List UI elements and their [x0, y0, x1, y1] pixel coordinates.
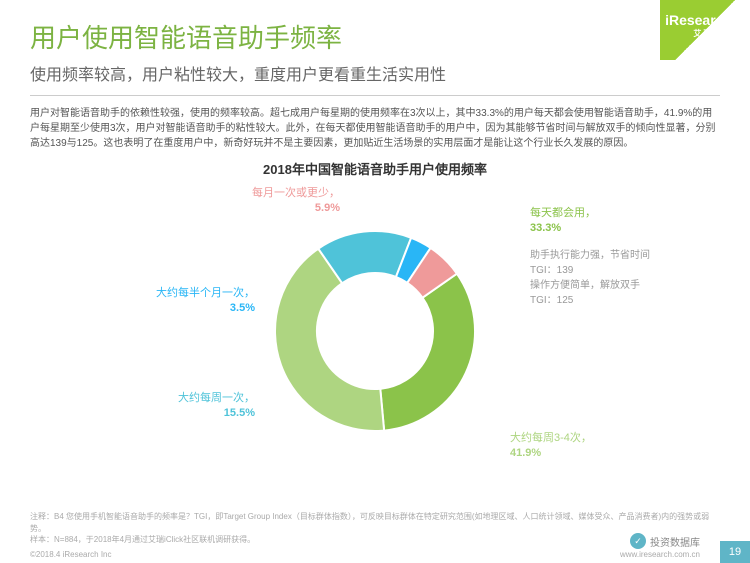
url: www.iresearch.com.cn: [620, 550, 700, 559]
chart-title: 2018年中国智能语音助手用户使用频率: [30, 159, 720, 178]
slice-label-weekly34: 大约每周3-4次，41.9%: [510, 431, 650, 462]
donut-svg: [260, 216, 490, 446]
footnote-1: 注释：B4 您使用手机智能语音助手的频率是？TGI，即Target Group …: [30, 511, 720, 533]
page-title: 用户使用智能语音助手频率: [30, 18, 720, 55]
page-number: 19: [720, 541, 750, 563]
wechat-tag: ✓ 投资数据库: [630, 533, 700, 549]
slice-label-monthly: 每月一次或更少，5.9%: [210, 186, 340, 217]
slice-label-weekly1: 大约每周一次，15.5%: [135, 391, 255, 422]
footer-notes: 注释：B4 您使用手机智能语音助手的频率是？TGI，即Target Group …: [30, 511, 720, 545]
side-annotation: 助手执行能力强，节省时间 TGI：139 操作方便简单，解放双手 TGI：125: [530, 248, 650, 308]
wechat-icon: ✓: [630, 533, 646, 549]
logo-sub: 艾 瑞 咨 询: [665, 28, 732, 39]
slice-label-halfmonth: 大约每半个月一次，3.5%: [115, 286, 255, 317]
divider: [30, 95, 720, 96]
slice-label-daily: 每天都会用，33.3%: [530, 206, 670, 237]
body-text: 用户对智能语音助手的依赖性较强，使用的频率较高。超七成用户每星期的使用频率在3次…: [30, 106, 720, 151]
page-subtitle: 使用频率较高，用户粘性较大，重度用户更看重生活实用性: [30, 61, 720, 85]
logo: iResearch 艾 瑞 咨 询: [665, 12, 732, 39]
donut-chart: 每天都会用，33.3% 大约每周3-4次，41.9% 大约每周一次，15.5% …: [30, 186, 720, 476]
footnote-2: 样本：N=884，于2018年4月通过艾瑞iClick社区联机调研获得。: [30, 534, 720, 545]
logo-main: iResearch: [665, 12, 732, 28]
copyright: ©2018.4 iResearch Inc: [30, 550, 112, 559]
